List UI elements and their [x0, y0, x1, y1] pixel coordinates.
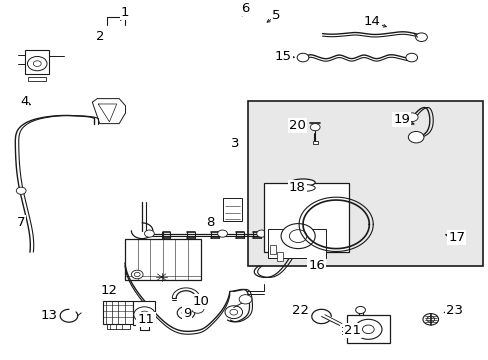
- Bar: [312, 141, 317, 144]
- Text: 7: 7: [17, 216, 25, 229]
- Circle shape: [415, 33, 427, 41]
- Circle shape: [27, 57, 47, 71]
- Bar: [103, 301, 133, 324]
- Text: 2: 2: [96, 30, 105, 42]
- Circle shape: [140, 311, 149, 318]
- Bar: [248, 102, 483, 266]
- Bar: [125, 239, 200, 280]
- Circle shape: [297, 53, 308, 62]
- Text: 4: 4: [20, 95, 28, 108]
- Circle shape: [256, 230, 266, 237]
- Circle shape: [310, 123, 320, 131]
- Text: 6: 6: [241, 2, 249, 15]
- Text: 20: 20: [288, 119, 305, 132]
- Bar: [269, 245, 275, 254]
- Circle shape: [272, 218, 286, 228]
- Circle shape: [229, 309, 237, 315]
- Bar: [277, 252, 283, 261]
- Circle shape: [289, 230, 306, 243]
- Text: 1: 1: [121, 6, 129, 19]
- Circle shape: [177, 306, 194, 319]
- Circle shape: [355, 306, 365, 314]
- Circle shape: [239, 295, 251, 304]
- Text: 9: 9: [183, 307, 191, 320]
- Text: 21: 21: [344, 324, 361, 337]
- Circle shape: [224, 306, 242, 319]
- Circle shape: [217, 230, 227, 237]
- Text: 11: 11: [137, 313, 154, 326]
- Bar: [133, 301, 155, 325]
- Text: 5: 5: [271, 9, 280, 22]
- Circle shape: [131, 270, 143, 279]
- Circle shape: [144, 230, 154, 237]
- Bar: [222, 198, 242, 221]
- Text: 13: 13: [41, 309, 58, 322]
- Bar: [28, 77, 46, 81]
- Circle shape: [422, 314, 438, 325]
- Bar: [25, 50, 49, 74]
- Text: 10: 10: [192, 295, 209, 308]
- Bar: [264, 183, 348, 252]
- Circle shape: [134, 273, 140, 276]
- Ellipse shape: [290, 179, 315, 186]
- Circle shape: [191, 304, 203, 313]
- Text: 23: 23: [445, 303, 462, 316]
- Circle shape: [16, 187, 26, 194]
- Bar: [107, 324, 130, 329]
- Circle shape: [405, 53, 417, 62]
- Circle shape: [134, 307, 155, 323]
- Circle shape: [33, 61, 41, 67]
- Bar: [267, 229, 326, 257]
- Text: 18: 18: [288, 181, 305, 194]
- Circle shape: [362, 325, 373, 334]
- Circle shape: [426, 316, 434, 322]
- Text: 17: 17: [447, 231, 464, 244]
- Circle shape: [407, 131, 423, 143]
- Text: 19: 19: [392, 113, 409, 126]
- Text: 3: 3: [231, 137, 240, 150]
- Text: 8: 8: [206, 216, 214, 229]
- Circle shape: [182, 310, 189, 316]
- Ellipse shape: [290, 184, 315, 192]
- Text: 15: 15: [274, 50, 291, 63]
- Text: 22: 22: [291, 303, 308, 316]
- Circle shape: [281, 224, 315, 249]
- Text: 16: 16: [307, 259, 325, 272]
- Circle shape: [406, 113, 417, 121]
- Text: 14: 14: [363, 15, 380, 28]
- Bar: [346, 315, 389, 343]
- Text: 12: 12: [100, 284, 117, 297]
- Circle shape: [354, 319, 381, 339]
